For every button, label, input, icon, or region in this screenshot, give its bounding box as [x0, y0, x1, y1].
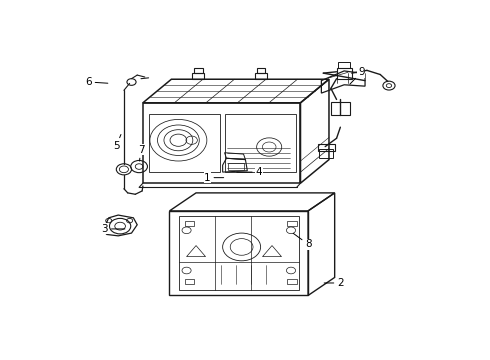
- Bar: [185, 279, 194, 284]
- Text: 7: 7: [138, 145, 145, 161]
- Bar: [225, 114, 296, 172]
- Bar: [228, 163, 244, 170]
- Text: 9: 9: [350, 67, 365, 84]
- Bar: [319, 149, 333, 158]
- Text: 4: 4: [237, 167, 262, 177]
- Text: 1: 1: [204, 173, 223, 183]
- Bar: [194, 68, 202, 73]
- Bar: [287, 221, 297, 226]
- Text: 8: 8: [293, 233, 312, 249]
- Bar: [318, 144, 335, 151]
- Bar: [331, 102, 350, 115]
- Text: 2: 2: [324, 278, 343, 288]
- Bar: [185, 221, 194, 226]
- Bar: [143, 103, 300, 183]
- Text: 6: 6: [85, 77, 108, 87]
- Bar: [179, 216, 298, 290]
- Text: 5: 5: [113, 135, 121, 151]
- Bar: [148, 114, 220, 172]
- Bar: [257, 68, 265, 73]
- Bar: [255, 73, 267, 79]
- Bar: [337, 68, 352, 79]
- Text: 3: 3: [101, 224, 125, 234]
- Bar: [287, 279, 297, 284]
- Bar: [339, 62, 350, 68]
- Bar: [170, 211, 308, 296]
- Bar: [192, 73, 204, 79]
